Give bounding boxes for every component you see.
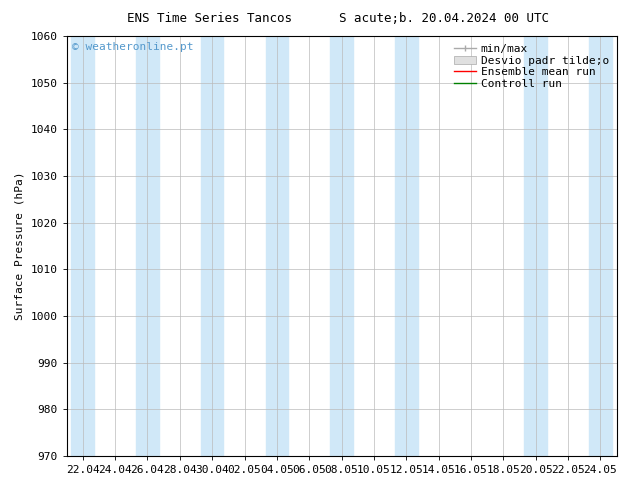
Text: S acute;b. 20.04.2024 00 UTC: S acute;b. 20.04.2024 00 UTC	[339, 12, 549, 25]
Bar	[266, 36, 288, 456]
Bar	[395, 36, 418, 456]
Bar	[136, 36, 158, 456]
Bar	[72, 36, 94, 456]
Y-axis label: Surface Pressure (hPa): Surface Pressure (hPa)	[15, 172, 25, 320]
Legend: min/max, Desvio padr tilde;o, Ensemble mean run, Controll run: min/max, Desvio padr tilde;o, Ensemble m…	[451, 42, 611, 91]
Text: ENS Time Series Tancos: ENS Time Series Tancos	[127, 12, 292, 25]
Bar	[589, 36, 612, 456]
Text: © weatheronline.pt: © weatheronline.pt	[72, 43, 193, 52]
Bar	[524, 36, 547, 456]
Bar	[201, 36, 224, 456]
Bar	[330, 36, 353, 456]
